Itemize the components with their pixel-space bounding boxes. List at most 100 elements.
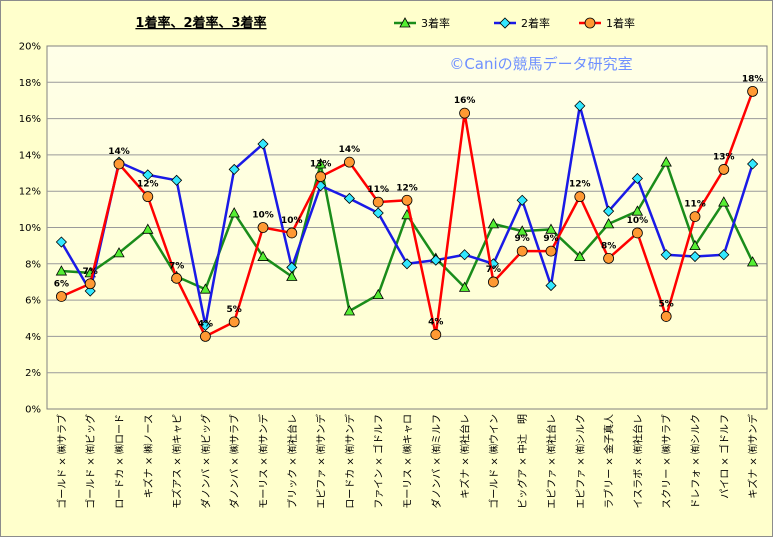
x-tick-label: エピファ × ㈲社台レ [545, 414, 558, 509]
data-point [430, 329, 442, 340]
chart-title: 1着率、2着率、3着率 [135, 15, 266, 31]
data-labels: 6% 7% 14% 12% 7% 4% 5% 10% 10% 13% 14% 11% 12% 4% 16% 7… [54, 74, 764, 329]
data-point [574, 250, 586, 261]
data-point [142, 223, 154, 234]
data-point [487, 218, 500, 229]
data-point [689, 239, 701, 251]
x-tick-label: モズアス × ㈲キャピ [171, 414, 184, 509]
y-tick-label: 20% [19, 42, 41, 53]
x-tick-label: ダノンバ × ㈱サラブ [228, 414, 241, 508]
legend-item: 1着率 [579, 16, 635, 30]
data-label: 8% [601, 241, 616, 251]
data-point [372, 288, 384, 300]
data-point [632, 227, 643, 239]
data-label: 11% [367, 185, 389, 195]
data-label: 7% [486, 265, 501, 275]
data-label: 4% [198, 319, 213, 329]
legend: 3着率 2着率 1着率 [394, 16, 635, 30]
legend-marker [584, 17, 596, 29]
data-point [660, 311, 672, 322]
legend-item: 3着率 [394, 16, 450, 30]
data-point [459, 107, 471, 119]
data-point [199, 283, 212, 294]
data-point [286, 270, 298, 281]
x-tick-label: キズナ × ㈲サンデ [747, 414, 760, 499]
data-label: 12% [569, 180, 591, 190]
x-tick-label: イスラボ × ㈲社台レ [631, 414, 644, 508]
data-point [257, 222, 269, 233]
data-point [660, 156, 672, 167]
x-tick-label: ロードカ × ㈱ロード [114, 414, 126, 509]
x-axis-tick-labels: ゴールド × ㈱サラブ ゴールド × ㈲ビッグ ロードカ × ㈱ロード キズナ × ㈱… [55, 414, 759, 509]
data-point [516, 194, 528, 206]
data-point [487, 276, 499, 288]
gridlines [47, 81, 767, 374]
data-point [545, 280, 557, 292]
data-point [602, 218, 615, 229]
x-tick-label: エピファ × ㈲シルク [575, 414, 587, 509]
data-point [545, 245, 557, 257]
y-tick-label: 10% [19, 223, 41, 234]
x-tick-label: ゴールド × ㈱ウイン [487, 414, 500, 509]
data-point [343, 156, 355, 168]
data-point [372, 207, 384, 219]
y-tick-label: 16% [19, 114, 41, 125]
data-label: 10% [252, 211, 274, 221]
data-point [199, 319, 211, 332]
data-point [459, 249, 471, 261]
data-point [314, 158, 327, 169]
data-point [199, 330, 211, 342]
data-label: 14% [339, 145, 361, 155]
data-point [228, 316, 240, 328]
data-point [718, 164, 730, 175]
legend-label: 2着率 [521, 16, 550, 30]
data-label: 11% [684, 200, 706, 210]
y-tick-label: 8% [25, 259, 41, 270]
data-point [142, 191, 154, 203]
data-label: 10% [281, 216, 303, 226]
x-tick-label: ゴールド × ㈲ビッグ [84, 414, 97, 509]
x-tick-label: ゴールド × ㈱サラブ [55, 414, 68, 509]
data-point [142, 169, 154, 181]
data-point [401, 194, 413, 206]
x-tick-label: モーリス × ㈱キャロ [402, 414, 414, 509]
legend-marker [399, 17, 411, 28]
data-label: 12% [396, 183, 418, 193]
x-tick-label: ビッグア × 中辻 明 [516, 414, 529, 509]
y-tick-label: 18% [19, 78, 41, 89]
data-label: 10% [627, 216, 649, 226]
legend-item: 2着率 [494, 16, 550, 30]
data-point [343, 192, 355, 205]
data-point [372, 196, 384, 208]
data-point [257, 250, 269, 261]
data-point [631, 172, 643, 185]
y-tick-label: 2% [25, 368, 41, 379]
series-layer [55, 85, 759, 342]
data-point [84, 278, 96, 290]
data-point [113, 158, 125, 170]
data-label: 12% [137, 180, 159, 190]
data-label: 9% [515, 234, 530, 244]
data-point [631, 205, 644, 216]
data-point [286, 227, 298, 239]
data-point [430, 254, 442, 266]
x-tick-label: エピファ × ㈲サンデ [315, 414, 328, 509]
data-label: 6% [54, 279, 69, 289]
data-point [516, 225, 528, 236]
data-point [315, 171, 327, 183]
x-tick-label: ダノンバ × ㈲ビッグ [199, 414, 212, 508]
data-label: 14% [108, 147, 130, 157]
y-tick-label: 14% [19, 150, 41, 161]
data-point [343, 305, 356, 316]
x-tick-label: スクリー × ㈱サラブ [660, 414, 673, 509]
data-point [747, 85, 758, 97]
data-point [746, 256, 759, 267]
data-label: 13% [310, 160, 332, 170]
x-tick-label: ドレフォ × ㈲シルク [690, 414, 702, 509]
data-point [171, 272, 183, 284]
legend-label: 3着率 [421, 16, 450, 30]
y-tick-label: 12% [19, 187, 41, 198]
x-tick-label: ダノンバ × ㈲ミルフ [430, 414, 443, 508]
